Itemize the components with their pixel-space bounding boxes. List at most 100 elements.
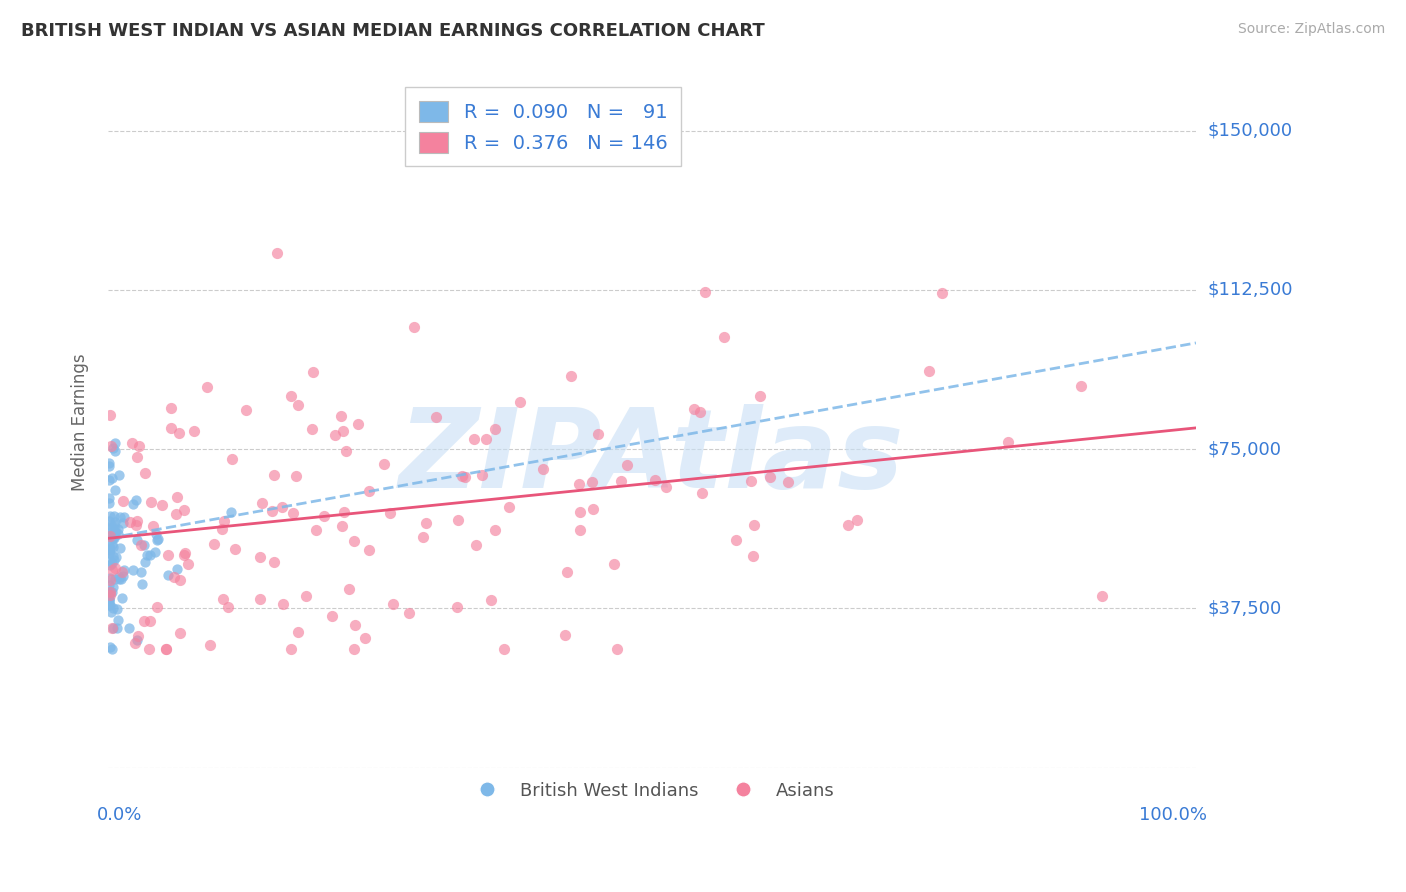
Point (568, 505, 591, 519)
Point (654, 480, 676, 494)
Point (134, 555, 156, 569)
Point (749, 388, 772, 402)
Point (98, 596, 121, 610)
Point (212, 514, 235, 528)
Point (343, 533, 366, 548)
Point (104, 522, 127, 536)
Point (211, 522, 233, 536)
Point (569, 524, 592, 538)
Point (475, 432, 498, 446)
Point (146, 533, 169, 547)
Point (121, 563, 143, 577)
Point (98, 508, 121, 523)
Point (112, 568, 135, 582)
Point (454, 469, 477, 483)
Point (741, 549, 763, 563)
Point (98, 524, 121, 539)
Point (346, 417, 368, 432)
Point (337, 582, 360, 597)
Point (112, 516, 135, 530)
Point (693, 285, 716, 299)
Point (155, 641, 177, 656)
Point (141, 495, 163, 509)
Point (101, 563, 124, 577)
Point (479, 592, 502, 607)
Point (134, 538, 156, 552)
Point (98, 585, 121, 599)
Point (101, 441, 124, 455)
Point (689, 405, 711, 419)
Point (127, 629, 149, 643)
Point (100, 518, 122, 533)
Point (107, 522, 129, 536)
Point (112, 563, 135, 577)
Point (100, 622, 122, 636)
Point (118, 621, 141, 635)
Point (263, 555, 285, 569)
Point (98, 578, 121, 592)
Point (997, 435, 1019, 450)
Point (212, 591, 235, 606)
Point (610, 475, 633, 489)
Point (101, 585, 124, 599)
Point (280, 389, 302, 403)
Point (98, 590, 121, 604)
Point (100, 640, 122, 654)
Text: 100.0%: 100.0% (1139, 805, 1206, 823)
Point (249, 592, 271, 607)
Point (494, 641, 516, 656)
Point (295, 590, 318, 604)
Point (463, 432, 485, 446)
Point (125, 493, 148, 508)
Point (101, 471, 124, 485)
Point (98, 592, 121, 607)
Text: $75,000: $75,000 (1208, 440, 1281, 458)
Point (122, 498, 145, 512)
Point (404, 319, 426, 334)
Point (690, 486, 713, 500)
Point (98, 473, 121, 487)
Point (446, 599, 468, 614)
Point (98, 533, 121, 548)
Point (111, 566, 134, 580)
Point (98, 491, 121, 506)
Point (104, 561, 127, 575)
Point (100, 605, 122, 619)
Legend: British West Indians, Asians: British West Indians, Asians (463, 774, 842, 807)
Point (108, 573, 131, 587)
Point (104, 572, 127, 586)
Point (101, 641, 124, 656)
Point (644, 473, 666, 487)
Point (221, 452, 243, 467)
Point (98, 458, 121, 473)
Point (103, 531, 125, 545)
Point (105, 601, 128, 615)
Point (103, 553, 125, 567)
Point (138, 615, 160, 629)
Point (335, 443, 357, 458)
Point (724, 533, 747, 548)
Point (131, 577, 153, 591)
Point (101, 536, 124, 550)
Point (606, 641, 628, 656)
Point (107, 613, 129, 627)
Point (616, 458, 638, 472)
Point (125, 518, 148, 533)
Point (127, 450, 149, 465)
Point (120, 515, 142, 529)
Point (98, 529, 121, 543)
Point (121, 435, 143, 450)
Point (163, 569, 186, 583)
Point (287, 625, 309, 640)
Point (98, 514, 121, 528)
Text: 0.0%: 0.0% (97, 805, 142, 823)
Point (131, 538, 153, 552)
Point (166, 561, 188, 575)
Point (131, 565, 153, 579)
Point (128, 440, 150, 454)
Point (918, 364, 941, 378)
Point (101, 540, 124, 554)
Point (104, 443, 127, 458)
Point (280, 641, 302, 656)
Point (354, 631, 377, 645)
